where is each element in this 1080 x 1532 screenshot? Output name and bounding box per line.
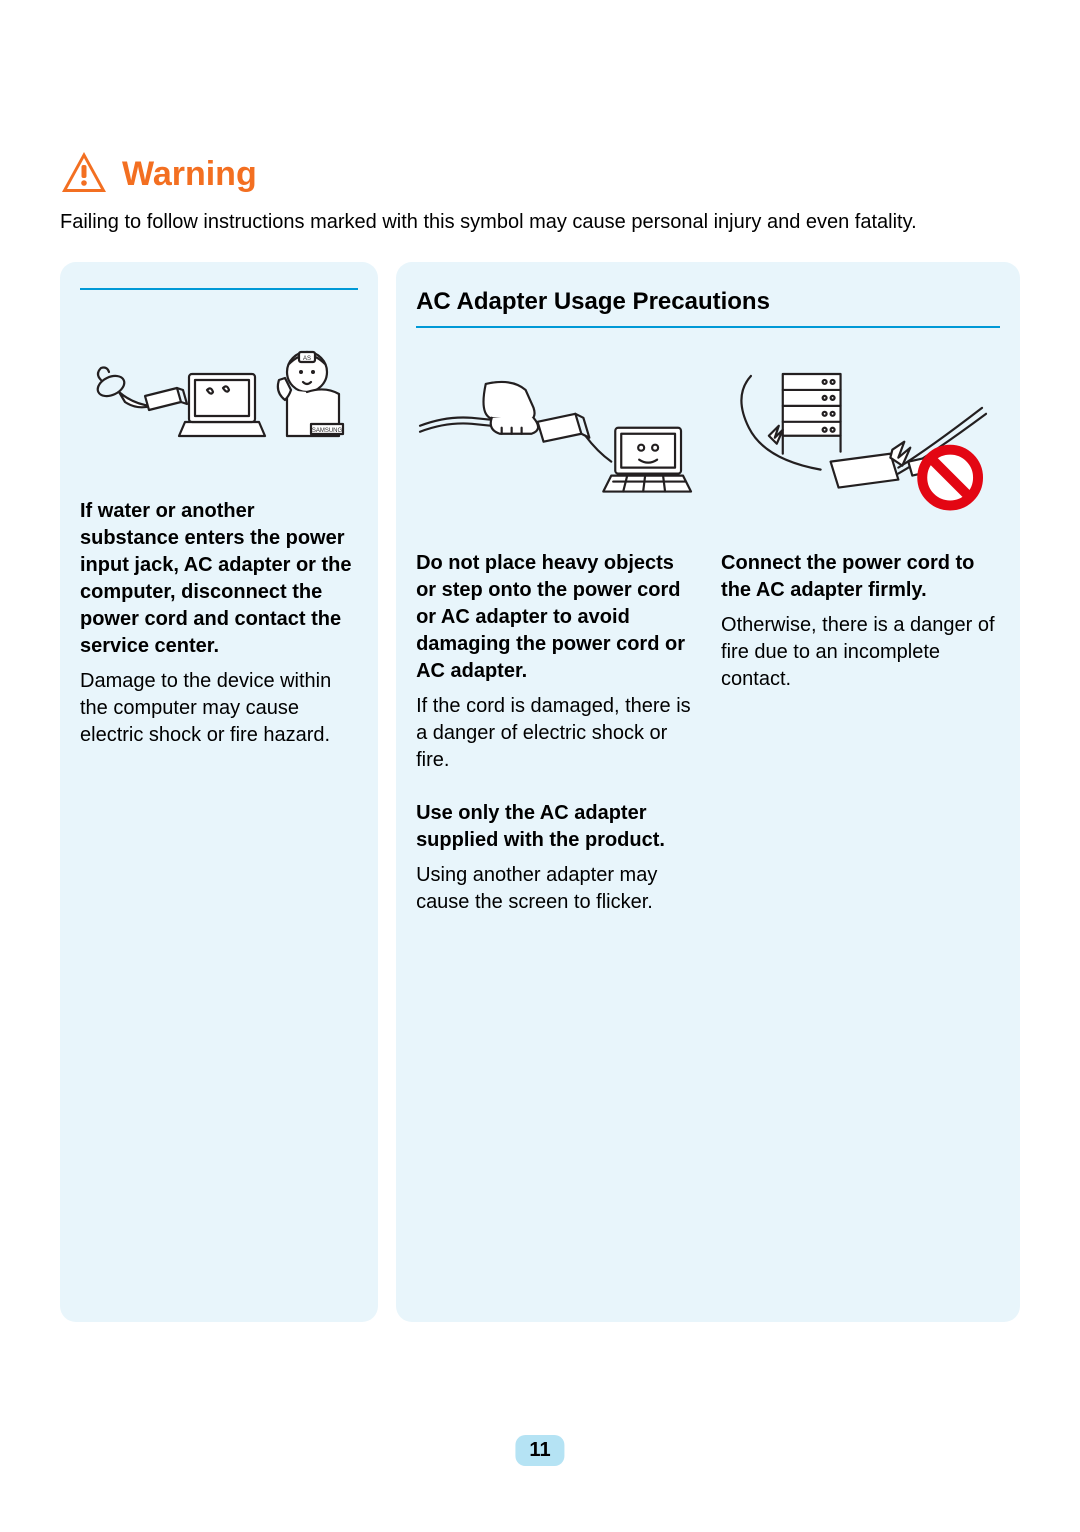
left-item-bold: If water or another substance enters the… bbox=[80, 498, 358, 660]
right-section-title: AC Adapter Usage Precautions bbox=[416, 288, 1000, 316]
right-col1-item1-bold: Do not place heavy objects or step onto … bbox=[416, 550, 695, 685]
right-col-2: Connect the power cord to the AC adapter… bbox=[721, 354, 1000, 942]
divider bbox=[80, 288, 358, 290]
svg-text:SAMSUNG: SAMSUNG bbox=[312, 428, 343, 434]
svg-text:AS: AS bbox=[303, 356, 311, 362]
right-col2-item1-bold: Connect the power cord to the AC adapter… bbox=[721, 550, 1000, 604]
warning-header: Warning bbox=[60, 150, 1020, 199]
right-col2-item1-body: Otherwise, there is a danger of fire due… bbox=[721, 612, 1000, 693]
illustration-loose-connection bbox=[721, 368, 1000, 518]
card-right: AC Adapter Usage Precautions bbox=[396, 262, 1020, 1322]
right-col1-item2-bold: Use only the AC adapter supplied with th… bbox=[416, 800, 695, 854]
divider bbox=[416, 326, 1000, 328]
manual-page: Warning Failing to follow instructions m… bbox=[0, 0, 1080, 1322]
illustration-water-laptop: AS SAMSUNG bbox=[80, 316, 358, 466]
card-left: AS SAMSUNG If water or another substance… bbox=[60, 262, 378, 1322]
illustration-step-on-cord bbox=[416, 368, 695, 518]
left-item-body: Damage to the device within the computer… bbox=[80, 668, 358, 749]
right-col1-item2-body: Using another adapter may cause the scre… bbox=[416, 862, 695, 916]
warning-icon bbox=[60, 150, 108, 199]
page-number: 11 bbox=[515, 1435, 564, 1466]
warning-subtext: Failing to follow instructions marked wi… bbox=[60, 209, 1020, 236]
warning-title: Warning bbox=[122, 155, 257, 194]
right-col-1: Do not place heavy objects or step onto … bbox=[416, 354, 695, 942]
right-col1-item1-body: If the cord is damaged, there is a dange… bbox=[416, 693, 695, 774]
cards-row: AS SAMSUNG If water or another substance… bbox=[60, 262, 1020, 1322]
right-two-col: Do not place heavy objects or step onto … bbox=[416, 354, 1000, 942]
